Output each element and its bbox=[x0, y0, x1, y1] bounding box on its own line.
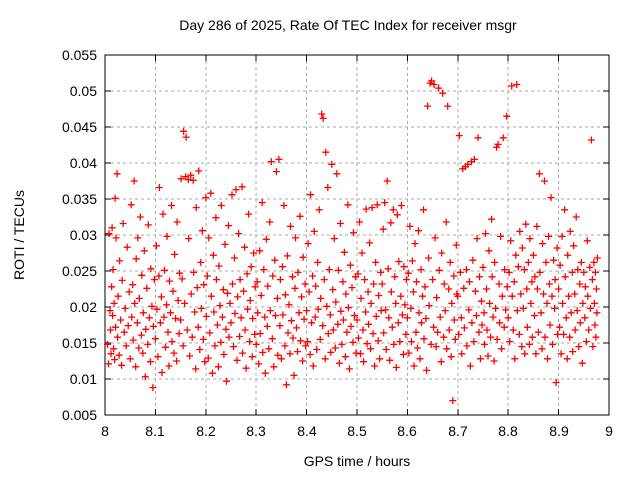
y-axis-label: ROTI / TECUs bbox=[11, 190, 27, 280]
y-tick-label: 0.03 bbox=[69, 227, 97, 243]
y-tick-label: 0.015 bbox=[61, 335, 97, 351]
x-tick-label: 9 bbox=[605, 423, 613, 439]
x-tick-label: 8.3 bbox=[246, 423, 266, 439]
x-axis-label: GPS time / hours bbox=[303, 453, 411, 469]
y-tick-label: 0.045 bbox=[61, 119, 97, 135]
x-tick-label: 8.1 bbox=[145, 423, 165, 439]
x-tick-label: 8.6 bbox=[397, 423, 417, 439]
x-tick-label: 8.2 bbox=[196, 423, 216, 439]
y-tick-label: 0.035 bbox=[61, 191, 97, 207]
y-tick-label: 0.025 bbox=[61, 263, 97, 279]
y-tick-label: 0.05 bbox=[69, 83, 97, 99]
y-tick-label: 0.005 bbox=[61, 407, 97, 423]
x-tick-label: 8.7 bbox=[448, 423, 468, 439]
chart-title: Day 286 of 2025, Rate Of TEC Index for r… bbox=[179, 17, 517, 33]
x-tick-label: 8.4 bbox=[297, 423, 317, 439]
y-tick-label: 0.055 bbox=[61, 47, 97, 63]
y-tick-label: 0.04 bbox=[69, 155, 97, 171]
x-tick-label: 8.5 bbox=[347, 423, 367, 439]
x-tick-label: 8 bbox=[101, 423, 109, 439]
x-tick-label: 8.9 bbox=[549, 423, 569, 439]
y-tick-label: 0.02 bbox=[69, 299, 97, 315]
y-tick-label: 0.01 bbox=[69, 371, 97, 387]
x-tick-label: 8.8 bbox=[498, 423, 518, 439]
